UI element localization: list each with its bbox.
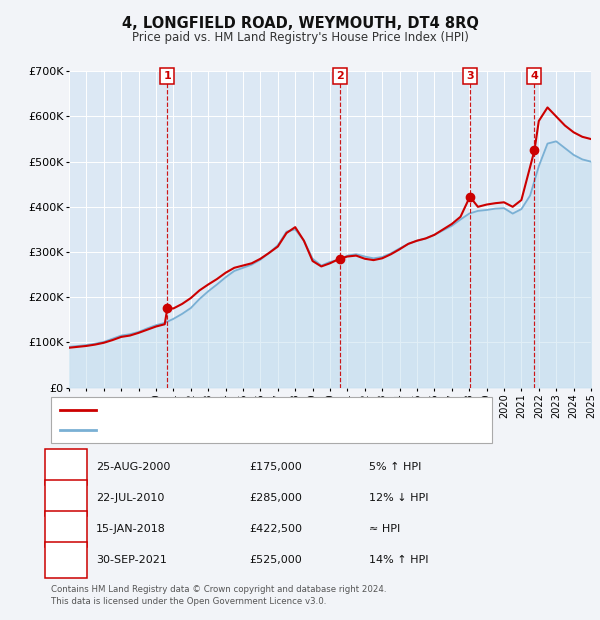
Text: HPI: Average price, detached house, Dorset: HPI: Average price, detached house, Dors… <box>102 425 329 435</box>
Text: 1: 1 <box>62 461 70 473</box>
Text: 4, LONGFIELD ROAD, WEYMOUTH, DT4 8RQ: 4, LONGFIELD ROAD, WEYMOUTH, DT4 8RQ <box>122 16 478 30</box>
Text: 2: 2 <box>335 71 343 81</box>
Text: Contains HM Land Registry data © Crown copyright and database right 2024.
This d: Contains HM Land Registry data © Crown c… <box>51 585 386 606</box>
Text: 15-JAN-2018: 15-JAN-2018 <box>96 524 166 534</box>
Text: £175,000: £175,000 <box>249 462 302 472</box>
Text: ≈ HPI: ≈ HPI <box>369 524 400 534</box>
Text: 5% ↑ HPI: 5% ↑ HPI <box>369 462 421 472</box>
Text: 4: 4 <box>62 554 70 566</box>
Text: £525,000: £525,000 <box>249 555 302 565</box>
Text: Price paid vs. HM Land Registry's House Price Index (HPI): Price paid vs. HM Land Registry's House … <box>131 31 469 44</box>
Text: 14% ↑ HPI: 14% ↑ HPI <box>369 555 428 565</box>
Text: 22-JUL-2010: 22-JUL-2010 <box>96 493 164 503</box>
Text: £422,500: £422,500 <box>249 524 302 534</box>
Text: 2: 2 <box>62 492 70 504</box>
Text: £285,000: £285,000 <box>249 493 302 503</box>
Text: 30-SEP-2021: 30-SEP-2021 <box>96 555 167 565</box>
Text: 3: 3 <box>62 523 70 535</box>
Text: 12% ↓ HPI: 12% ↓ HPI <box>369 493 428 503</box>
Text: 25-AUG-2000: 25-AUG-2000 <box>96 462 170 472</box>
Text: 3: 3 <box>466 71 474 81</box>
Text: 1: 1 <box>163 71 171 81</box>
Text: 4, LONGFIELD ROAD, WEYMOUTH, DT4 8RQ (detached house): 4, LONGFIELD ROAD, WEYMOUTH, DT4 8RQ (de… <box>102 405 424 415</box>
Text: 4: 4 <box>530 71 538 81</box>
